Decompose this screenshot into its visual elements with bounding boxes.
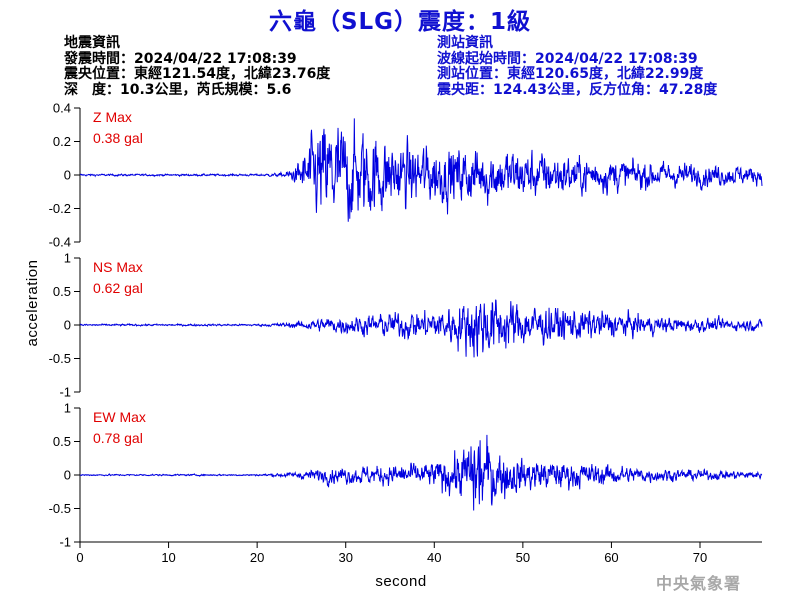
station-location: 測站位置：東經120.65度，北緯22.99度 (437, 66, 704, 82)
x-tick-label: 60 (604, 550, 618, 565)
ns-y-tick-label: -1 (59, 385, 71, 400)
z-y-tick-label: 0.2 (53, 134, 71, 149)
z-y-tick-label: 0.4 (53, 101, 71, 116)
x-axis-label: second (375, 573, 426, 590)
ns-y-tick-label: -0.5 (49, 351, 71, 366)
station-wave-start: 波線起始時間：2024/04/22 17:08:39 (437, 50, 698, 67)
x-tick-label: 30 (338, 550, 352, 565)
ew-y-tick-label: -0.5 (49, 501, 71, 516)
z-y-tick-label: -0.2 (49, 201, 71, 216)
x-tick-label: 70 (693, 550, 707, 565)
x-tick-label: 0 (76, 550, 83, 565)
ew-y-tick-label: 0.5 (53, 434, 71, 449)
station-info-heading: 測站資訊 (437, 35, 493, 51)
x-tick-label: 40 (427, 550, 441, 565)
ns-waveform (79, 299, 763, 358)
z-y-tick-label: 0 (64, 168, 71, 183)
ew-waveform (79, 434, 763, 511)
x-tick-label: 10 (161, 550, 175, 565)
x-tick-label: 20 (250, 550, 264, 565)
station-info: 測站資訊 波線起始時間：2024/04/22 17:08:39 測站位置：東經1… (437, 35, 718, 98)
quake-epicenter: 震央位置：東經121.54度，北緯23.76度 (64, 66, 331, 82)
ns-max-value: 0.62 gal (93, 280, 143, 296)
z-y-tick-label: -0.4 (49, 235, 71, 250)
ns-max-label: NS Max (93, 259, 143, 275)
quake-info: 地震資訊 發震時間：2024/04/22 17:08:39 震央位置：東經121… (64, 35, 331, 98)
quake-time: 發震時間：2024/04/22 17:08:39 (64, 50, 297, 67)
ew-y-tick-label: -1 (59, 535, 71, 550)
page-title: 六龜（SLG）震度：1級 (268, 9, 532, 35)
ew-max-label: EW Max (93, 409, 146, 425)
ns-y-tick-label: 0 (64, 318, 71, 333)
y-axis-label: acceleration (24, 260, 41, 347)
quake-depth-magnitude: 深 度：10.3公里，芮氏規模：5.6 (64, 81, 292, 98)
x-tick-label: 50 (516, 550, 530, 565)
ns-y-tick-label: 0.5 (53, 284, 71, 299)
agency-watermark: 中央氣象署 (656, 574, 742, 593)
z-max-label: Z Max (93, 109, 132, 125)
ew-y-tick-label: 0 (64, 468, 71, 483)
ew-max-value: 0.78 gal (93, 430, 143, 446)
z-max-value: 0.38 gal (93, 130, 143, 146)
quake-info-heading: 地震資訊 (64, 35, 120, 51)
ew-y-tick-label: 1 (64, 401, 71, 416)
ns-y-tick-label: 1 (64, 251, 71, 266)
z-waveform (79, 118, 763, 222)
station-distance: 震央距：124.43公里，反方位角：47.28度 (437, 81, 718, 98)
